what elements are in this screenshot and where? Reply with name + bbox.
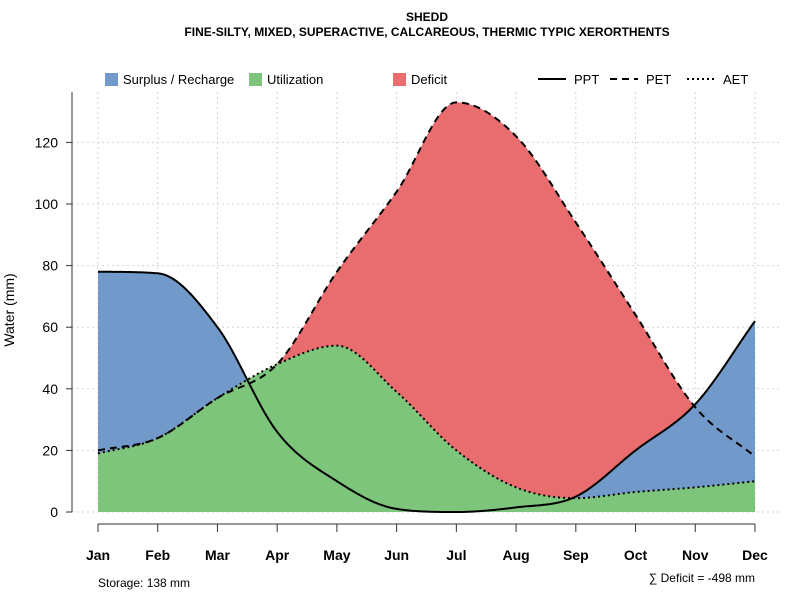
- y-tick-label: 80: [42, 258, 58, 274]
- legend-label-5: AET: [723, 72, 748, 87]
- y-tick-label: 120: [35, 134, 59, 150]
- y-tick-label: 40: [42, 381, 58, 397]
- legend-swatch-1: [249, 73, 262, 86]
- y-tick-label: 20: [42, 442, 58, 458]
- x-tick-label-apr: Apr: [265, 547, 290, 563]
- y-axis-label: Water (mm): [1, 273, 17, 346]
- y-tick-label: 0: [50, 504, 58, 520]
- x-tick-label-aug: Aug: [502, 547, 529, 563]
- x-tick-label-may: May: [323, 547, 350, 563]
- series-lines: [97, 101, 756, 513]
- y-tick-label: 100: [35, 196, 59, 212]
- chart-subtitle: FINE-SILTY, MIXED, SUPERACTIVE, CALCAREO…: [184, 25, 669, 39]
- deficit-area: [98, 102, 755, 513]
- axes: 0 20 40 60 80 100 120 Jan Feb Mar Apr May Jun Jul Aug S…: [35, 92, 768, 563]
- x-tick-label-sep: Sep: [563, 547, 589, 563]
- storage-note: Storage: 138 mm: [98, 576, 190, 590]
- y-tick-label: 60: [42, 319, 58, 335]
- legend-label-0: Surplus / Recharge: [123, 72, 234, 87]
- legend-label-2: Deficit: [411, 72, 448, 87]
- x-tick-label-feb: Feb: [145, 547, 170, 563]
- legend-swatch-2: [393, 73, 406, 86]
- area-fills: [98, 102, 755, 513]
- x-tick-label-jan: Jan: [86, 547, 110, 563]
- aet-line: [97, 344, 756, 500]
- chart-title: SHEDD: [406, 10, 448, 24]
- x-tick-label-nov: Nov: [682, 547, 709, 563]
- legend: Surplus / Recharge Utilization Deficit PPT P…: [105, 72, 748, 87]
- legend-swatch-0: [105, 73, 118, 86]
- ppt-line: [97, 270, 756, 513]
- legend-label-4: PET: [646, 72, 671, 87]
- legend-label-3: PPT: [574, 72, 599, 87]
- legend-label-1: Utilization: [267, 72, 323, 87]
- deficit-sum-note: ∑ Deficit = -498 mm: [649, 571, 755, 585]
- x-tick-label-mar: Mar: [205, 547, 230, 563]
- x-tick-label-oct: Oct: [624, 547, 648, 563]
- x-tick-label-jun: Jun: [384, 547, 409, 563]
- utilization-area: [98, 345, 755, 512]
- x-tick-label-dec: Dec: [742, 547, 768, 563]
- x-tick-label-jul: Jul: [446, 547, 466, 563]
